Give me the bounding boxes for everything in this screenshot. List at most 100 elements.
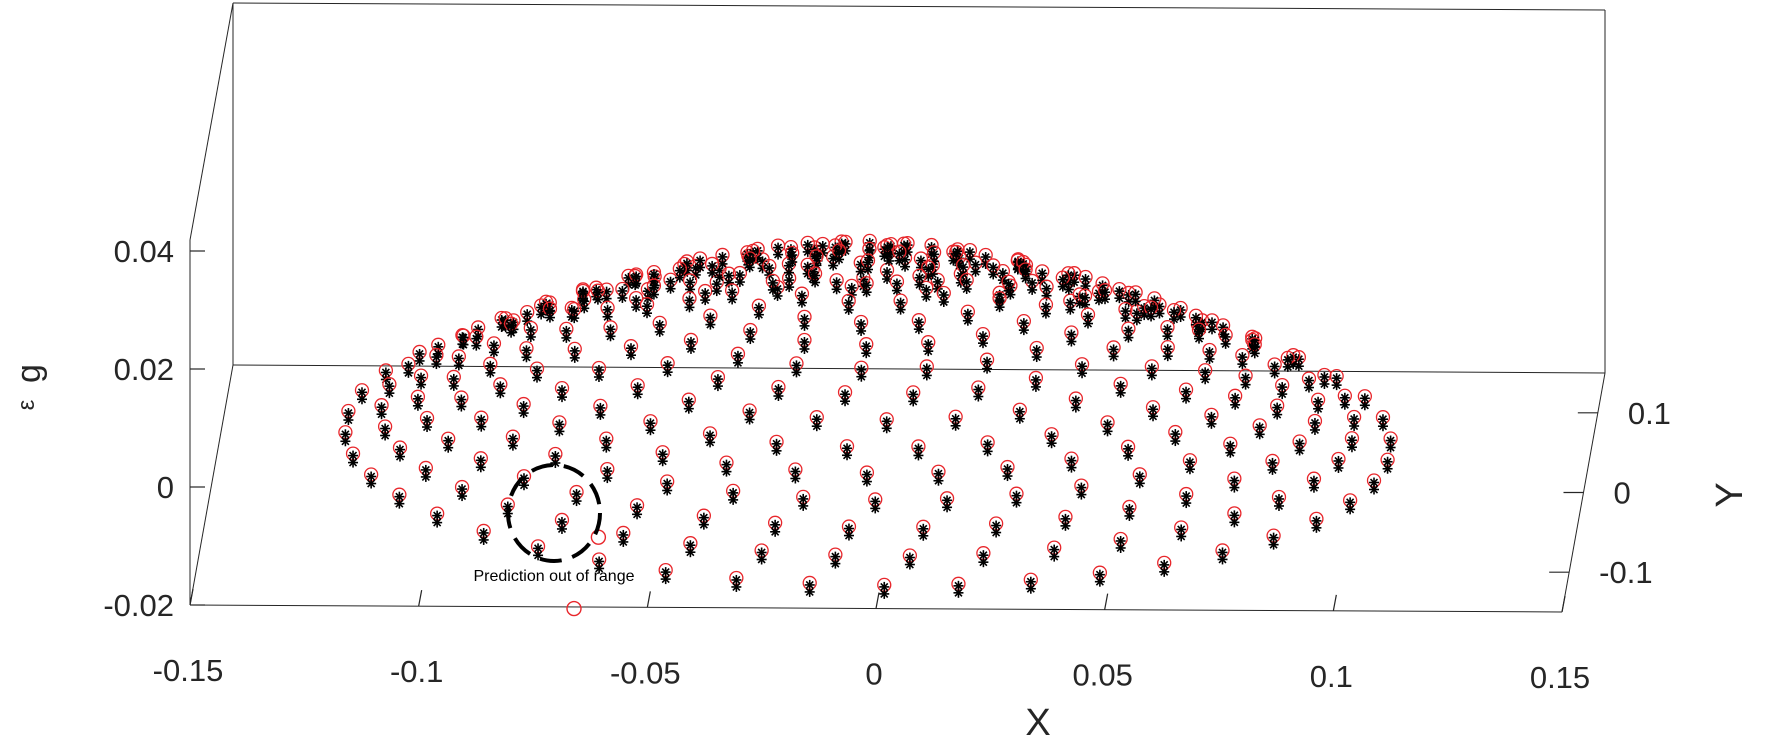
measured-point	[804, 586, 815, 597]
measured-point	[705, 319, 716, 330]
measured-point	[665, 276, 676, 287]
measured-point	[1249, 348, 1260, 359]
measured-point	[1146, 370, 1157, 381]
measured-point	[1339, 399, 1350, 410]
measured-point	[1049, 551, 1060, 562]
measured-point	[705, 437, 716, 448]
measured-point	[811, 421, 822, 432]
measured-point	[784, 275, 795, 286]
measured-point	[1168, 314, 1179, 325]
out-of-range-prediction-point	[590, 529, 607, 545]
measured-point	[1124, 510, 1135, 521]
measured-point	[856, 325, 867, 336]
measured-point	[1025, 583, 1036, 594]
measured-point	[698, 519, 709, 530]
measured-point	[1294, 445, 1305, 456]
measured-point	[828, 260, 839, 271]
measured-point	[1108, 351, 1119, 362]
measured-point	[1184, 464, 1195, 475]
measured-point	[518, 480, 529, 491]
measured-point	[870, 503, 881, 514]
measured-point	[723, 277, 734, 288]
measured-point	[1123, 443, 1134, 454]
measured-point	[770, 526, 781, 537]
measured-point	[1194, 333, 1205, 344]
measured-point	[1229, 482, 1240, 493]
measured-point	[1229, 517, 1240, 528]
measured-point	[458, 339, 469, 350]
measured-point	[340, 436, 351, 447]
measured-point	[1282, 361, 1293, 372]
measured-point	[731, 574, 742, 585]
measured-point	[1349, 421, 1360, 432]
measured-point	[1057, 281, 1068, 292]
measured-point	[394, 444, 405, 455]
measured-point	[475, 462, 486, 473]
measured-point	[1345, 504, 1356, 515]
measured-point	[1080, 299, 1091, 310]
measured-point	[799, 320, 810, 331]
measured-point	[913, 450, 924, 461]
measured-point	[602, 311, 613, 322]
measured-point	[772, 290, 783, 301]
y-axis-label: Y	[1709, 482, 1751, 507]
measured-point	[356, 394, 367, 405]
measured-point	[1204, 353, 1215, 364]
measured-point	[1076, 489, 1087, 500]
measured-point	[753, 309, 764, 320]
measured-point	[394, 451, 405, 462]
measured-point	[923, 264, 934, 275]
measured-point	[521, 345, 532, 356]
measured-point	[1385, 442, 1396, 453]
out-of-range-annotation: Prediction out of range	[474, 463, 635, 585]
measured-point	[982, 363, 993, 374]
x-tick-label: 0.05	[1072, 658, 1132, 693]
measured-point	[536, 309, 547, 320]
measured-point	[556, 523, 567, 534]
measured-point	[525, 331, 536, 342]
measured-point	[601, 442, 612, 453]
measured-point	[485, 367, 496, 378]
measured-point	[1060, 513, 1071, 524]
measured-point	[625, 350, 636, 361]
measured-point	[531, 365, 542, 376]
measured-point	[908, 389, 919, 400]
measured-point	[973, 391, 984, 402]
measured-point	[458, 332, 469, 343]
measured-point	[1040, 308, 1051, 319]
measured-point	[1011, 490, 1022, 501]
measured-point	[1030, 381, 1041, 392]
measured-point	[1303, 382, 1314, 393]
measured-point	[1070, 402, 1081, 413]
measured-point	[773, 242, 784, 253]
axis-labels: X Y ε g	[10, 364, 1751, 741]
measured-point	[1094, 576, 1105, 587]
measured-point	[685, 547, 696, 558]
measured-point	[432, 517, 443, 528]
measured-point	[784, 282, 795, 293]
measured-point	[861, 348, 872, 359]
measured-point	[443, 442, 454, 453]
measured-point	[448, 373, 459, 384]
measured-point	[403, 360, 414, 371]
measured-point	[642, 301, 653, 312]
measured-point	[416, 372, 427, 383]
measured-point	[1005, 289, 1016, 300]
measured-point	[456, 401, 467, 412]
x-tick	[875, 592, 880, 609]
measured-point	[557, 392, 568, 403]
measured-point	[863, 264, 873, 275]
x-tick-label: -0.15	[153, 653, 224, 688]
measured-point	[1237, 359, 1248, 370]
measured-point	[1176, 531, 1187, 542]
measured-point	[727, 294, 738, 305]
measured-point	[571, 496, 582, 507]
measured-point	[592, 294, 603, 305]
measured-point	[394, 498, 405, 509]
measured-point	[921, 363, 932, 374]
measured-point	[861, 341, 872, 352]
measured-point	[457, 491, 468, 502]
measured-point	[1319, 378, 1330, 389]
measured-point	[1181, 386, 1192, 397]
box-back-floor-edge	[232, 364, 1606, 374]
